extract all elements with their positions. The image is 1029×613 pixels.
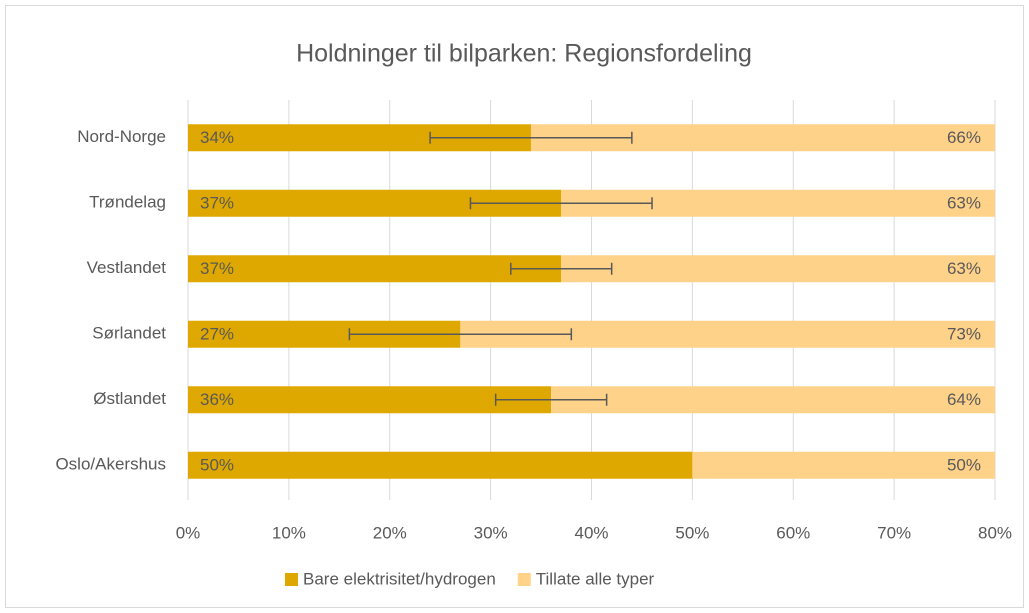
legend-swatch: [517, 573, 531, 586]
data-label: 36%: [200, 390, 234, 409]
bar-segment: [692, 451, 995, 479]
bar-segment: [551, 386, 995, 414]
x-tick-label: 40%: [574, 523, 608, 542]
y-tick-label: Nord-Norge: [77, 127, 166, 146]
legend-label: Tillate alle typer: [536, 569, 655, 588]
y-tick-label: Østlandet: [93, 389, 166, 408]
data-label: 37%: [200, 194, 234, 213]
data-label: 63%: [947, 259, 981, 278]
x-tick-label: 70%: [877, 523, 911, 542]
x-tick-label: 10%: [272, 523, 306, 542]
y-tick-label: Sørlandet: [92, 324, 166, 343]
error-bar: [494, 393, 608, 406]
grid: [187, 100, 996, 500]
legend-label: Bare elektrisitet/hydrogen: [303, 569, 496, 588]
data-label: 63%: [947, 194, 981, 213]
data-label: 50%: [200, 456, 234, 475]
chart-title: Holdninger til bilparken: Regionsfordeli…: [296, 40, 752, 68]
chart-border: [5, 5, 1024, 608]
error-bar: [469, 197, 653, 210]
y-tick-label: Vestlandet: [87, 258, 167, 277]
overlay: 0% 10% 20% 30% 40% 50% 60% 70% 80% Nord-Norge 34% 6…: [55, 127, 1012, 588]
error-bar: [348, 328, 573, 341]
y-tick-label: Trøndelag: [89, 193, 166, 212]
bar-segment: [188, 451, 693, 479]
x-tick-label: 50%: [675, 523, 709, 542]
y-tick-label: Oslo/Akershus: [55, 455, 166, 474]
bar-segment: [188, 386, 552, 414]
x-tick-label: 0%: [176, 523, 201, 542]
legend-swatch: [285, 573, 298, 586]
bar-segment: [188, 255, 562, 283]
x-tick-label: 80%: [978, 523, 1012, 542]
data-label: 34%: [200, 128, 234, 147]
data-label: 27%: [200, 325, 234, 344]
x-tick-label: 20%: [373, 523, 407, 542]
x-tick-label: 30%: [474, 523, 508, 542]
data-label: 66%: [947, 128, 981, 147]
x-tick-label: 60%: [776, 523, 810, 542]
data-label: 50%: [947, 456, 981, 475]
data-label: 37%: [200, 259, 234, 278]
error-bar: [510, 262, 613, 275]
data-label: 73%: [947, 325, 981, 344]
bar-segment: [561, 255, 995, 283]
data-label: 64%: [947, 390, 981, 409]
error-bar: [429, 131, 633, 144]
